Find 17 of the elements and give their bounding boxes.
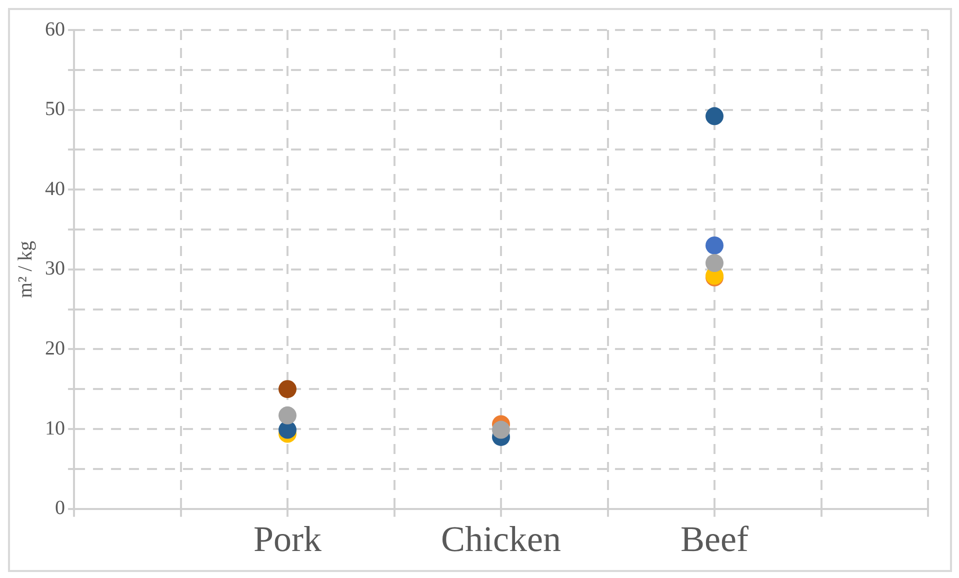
y-tick-label: 50	[45, 98, 65, 120]
y-tick-label: 40	[45, 178, 65, 200]
x-tick-label: Pork	[253, 518, 322, 559]
point	[706, 107, 724, 126]
point	[492, 420, 510, 439]
point	[706, 254, 724, 272]
point	[278, 380, 296, 398]
y-tick-label: 10	[45, 417, 65, 440]
point	[706, 236, 724, 254]
point	[278, 406, 296, 424]
x-tick-label: Chicken	[441, 518, 561, 559]
y-tick-label: 20	[45, 337, 65, 360]
y-axis-title: m² / kg	[14, 240, 36, 298]
y-tick-label: 60	[45, 18, 65, 40]
x-tick-label: Beef	[680, 518, 748, 559]
y-tick-label: 0	[55, 497, 65, 520]
y-tick-label: 30	[45, 258, 65, 280]
